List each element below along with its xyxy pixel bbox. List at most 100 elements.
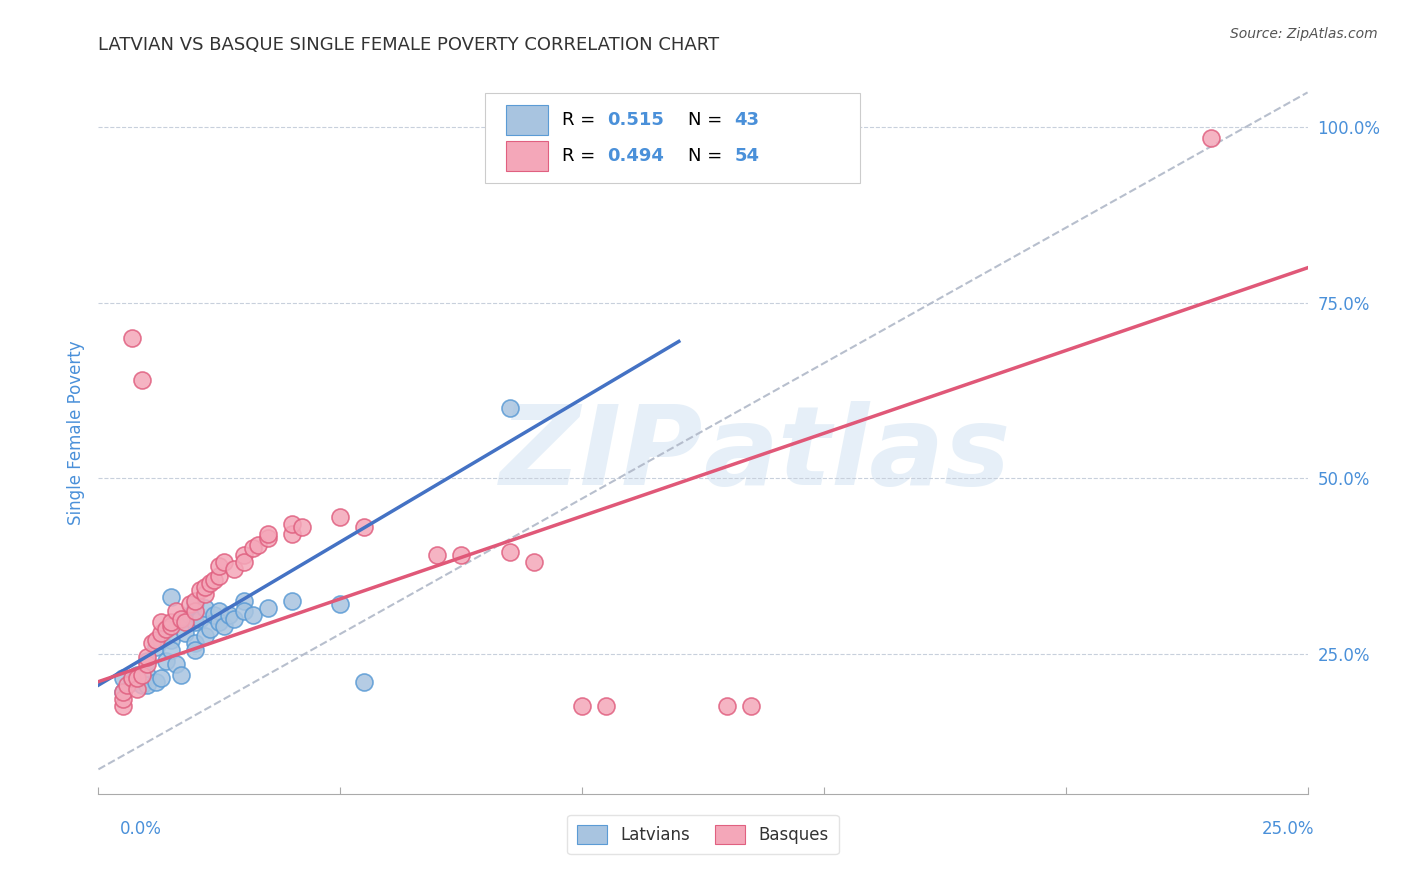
Text: N =: N = (689, 111, 728, 128)
Point (169, 611, 191, 625)
Point (155, 654, 177, 668)
Point (165, 605, 187, 619)
Point (208, 558, 231, 573)
Point (281, 516, 304, 531)
Text: 0.494: 0.494 (607, 147, 665, 165)
Point (1199, 131, 1222, 145)
Bar (506, 141, 548, 171)
Point (117, 678, 139, 692)
Point (329, 598, 352, 612)
Point (184, 636, 207, 650)
Point (127, 667, 149, 681)
Point (450, 549, 472, 563)
Text: ZIP: ZIP (499, 401, 703, 508)
Legend: Latvians, Basques: Latvians, Basques (567, 815, 839, 855)
Point (179, 598, 201, 612)
Point (222, 562, 245, 576)
Point (290, 520, 312, 534)
Point (150, 632, 173, 647)
Point (198, 622, 221, 636)
Point (111, 685, 134, 699)
Point (188, 583, 211, 598)
Point (184, 598, 207, 612)
Point (141, 636, 163, 650)
Point (150, 625, 173, 640)
Y-axis label: Single Female Poverty: Single Female Poverty (66, 341, 84, 524)
Point (232, 549, 254, 563)
Point (111, 685, 134, 699)
Text: 0.0%: 0.0% (120, 820, 162, 838)
Point (218, 607, 240, 622)
Point (194, 580, 217, 594)
Point (127, 671, 149, 685)
Point (174, 625, 197, 640)
Point (160, 632, 183, 647)
Point (740, 699, 762, 714)
Point (208, 569, 231, 583)
Point (194, 601, 217, 615)
Point (212, 555, 235, 569)
Point (184, 643, 207, 657)
Point (523, 555, 546, 569)
Point (135, 667, 157, 681)
Text: R =: R = (561, 147, 600, 165)
Point (111, 699, 134, 714)
Text: Source: ZipAtlas.com: Source: ZipAtlas.com (1230, 27, 1378, 41)
Point (121, 331, 143, 345)
Point (111, 692, 134, 706)
Point (155, 622, 177, 636)
Point (131, 678, 153, 692)
Point (281, 527, 304, 541)
Point (135, 657, 157, 672)
Point (184, 594, 207, 608)
Point (198, 576, 221, 591)
Point (194, 587, 217, 601)
Point (222, 611, 245, 625)
Point (256, 531, 278, 545)
Point (135, 678, 157, 692)
Point (179, 607, 201, 622)
Point (194, 629, 217, 643)
Point (145, 640, 167, 654)
Point (247, 538, 270, 552)
Point (256, 527, 278, 541)
Point (135, 654, 157, 668)
Point (329, 509, 352, 524)
Point (188, 611, 211, 625)
Point (131, 667, 153, 681)
Point (498, 545, 520, 559)
Text: 54: 54 (734, 147, 759, 165)
Point (256, 601, 278, 615)
Point (232, 594, 254, 608)
Point (111, 671, 134, 685)
Point (281, 594, 304, 608)
Point (150, 671, 173, 685)
Point (145, 674, 167, 689)
Point (174, 615, 197, 629)
Point (135, 650, 157, 665)
Point (208, 605, 231, 619)
Point (204, 607, 226, 622)
Point (160, 591, 183, 605)
Point (204, 573, 226, 587)
Point (232, 605, 254, 619)
Point (121, 674, 143, 689)
Text: 43: 43 (734, 111, 759, 128)
Text: LATVIAN VS BASQUE SINGLE FEMALE POVERTY CORRELATION CHART: LATVIAN VS BASQUE SINGLE FEMALE POVERTY … (98, 36, 720, 54)
Point (165, 657, 187, 672)
Point (160, 615, 183, 629)
Point (174, 611, 197, 625)
Point (150, 615, 173, 629)
Bar (506, 104, 548, 135)
Point (127, 681, 149, 696)
Point (145, 632, 167, 647)
Text: 0.515: 0.515 (607, 111, 665, 128)
Point (242, 541, 264, 556)
FancyBboxPatch shape (485, 93, 860, 184)
Point (426, 549, 449, 563)
Point (184, 615, 207, 629)
Point (571, 699, 593, 714)
Point (212, 618, 235, 632)
Point (498, 401, 520, 415)
Point (160, 618, 183, 632)
